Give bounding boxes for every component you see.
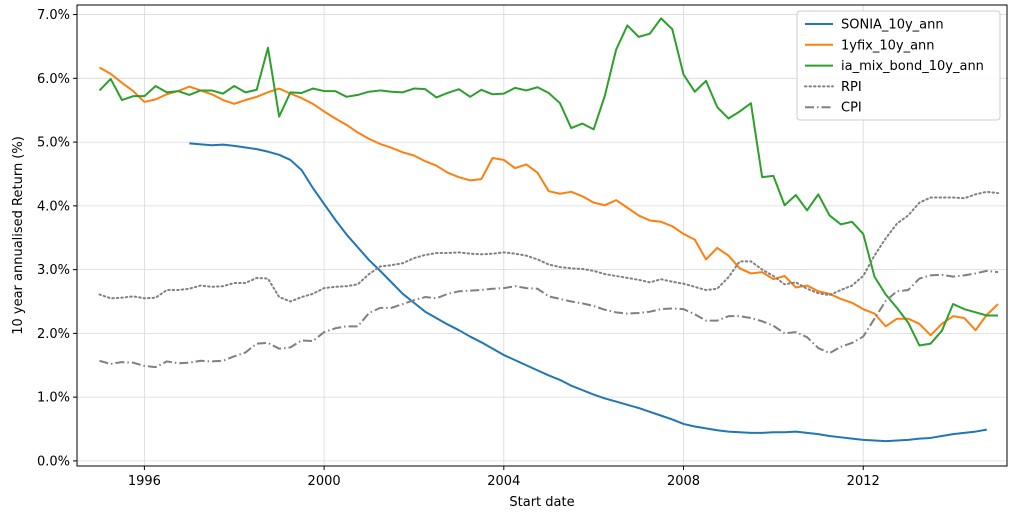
series-line-ia_mix_bond_10y_ann — [98, 17, 999, 347]
y-axis-title: 10 year annualised Return (%) — [11, 136, 26, 335]
series-line-CPI — [99, 269, 999, 369]
y-tick-label-4: 4.0% — [37, 199, 70, 214]
legend-label-RPI: RPI — [841, 80, 862, 95]
y-tick-label-5: 5.0% — [37, 136, 70, 151]
legend-label-CPI: CPI — [841, 101, 862, 116]
series-line-SONIA_10y_ann — [189, 142, 987, 443]
legend: SONIA_10y_ann 1yfix_10y_ann ia_mix_bond_10… — [796, 10, 1001, 121]
y-tick-label-6: 6.0% — [37, 72, 70, 87]
legend-box — [796, 10, 1001, 121]
x-axis-title: Start date — [509, 495, 574, 510]
x-tick-label-1: 2000 — [308, 474, 341, 489]
x-tick-label-4: 2012 — [847, 474, 880, 489]
y-tick-label-3: 3.0% — [37, 263, 70, 278]
y-tick-label-2: 2.0% — [37, 327, 70, 342]
legend-label-1yfix_10y_ann: 1yfix_10y_ann — [841, 38, 935, 53]
y-tick-label-7: 7.0% — [37, 8, 70, 23]
x-axis-ticks: 1996 2000 2004 2008 2012 — [128, 466, 880, 489]
axes — [76, 4, 1008, 467]
series-line-RPI — [98, 190, 1000, 303]
x-tick-label-3: 2008 — [667, 474, 700, 489]
legend-label-ia_mix_bond_10y_ann: ia_mix_bond_10y_ann — [841, 59, 984, 74]
y-tick-label-0: 0.0% — [37, 454, 70, 469]
series-line-1yfix_10y_ann — [98, 66, 999, 337]
y-tick-label-1: 1.0% — [37, 391, 70, 406]
x-tick-label-0: 1996 — [128, 474, 161, 489]
series-lines — [98, 17, 1000, 443]
y-axis-ticks: 0.0% 1.0% 2.0% 3.0% 4.0% 5.0% 6.0% 7.0% — [37, 8, 77, 469]
x-tick-label-2: 2004 — [487, 474, 520, 489]
plot-frame — [76, 4, 1008, 467]
legend-label-SONIA_10y_ann: SONIA_10y_ann — [841, 18, 944, 33]
